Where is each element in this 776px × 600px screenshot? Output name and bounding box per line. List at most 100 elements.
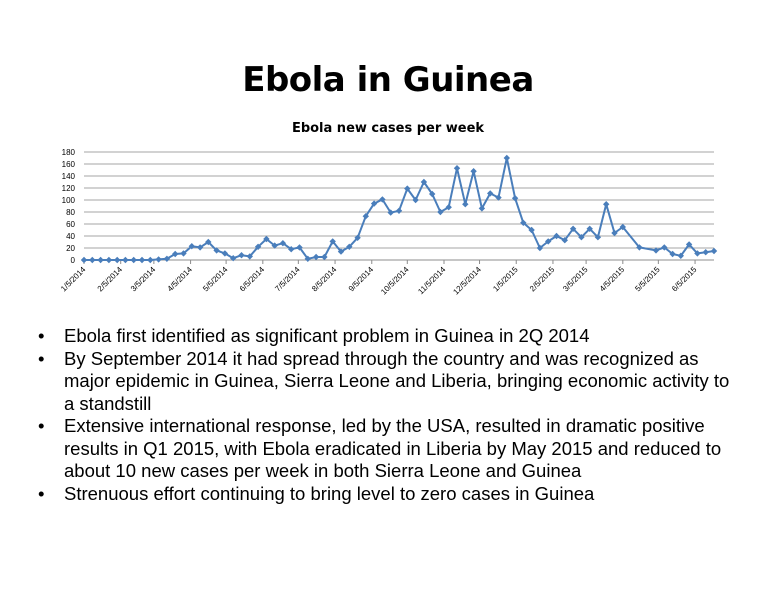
y-tick-label: 180 [62,148,76,157]
data-point [603,201,610,208]
bullet-text: Strenuous effort continuing to bring lev… [64,482,595,504]
x-tick-label: 12/5/2014 [451,265,483,297]
data-point [89,256,96,264]
x-tick-label: 4/5/2015 [598,265,627,294]
data-point [254,243,262,250]
x-tick-label: 6/5/2015 [670,265,699,294]
data-point [188,243,195,250]
data-point [114,256,121,264]
data-point [495,194,502,201]
x-tick-label: 10/5/2014 [379,265,411,297]
y-tick-label: 160 [62,160,76,169]
data-point [445,204,452,211]
data-point [329,238,336,245]
x-tick-label: 4/5/2014 [166,265,195,294]
data-point [702,249,709,256]
data-point [138,256,146,264]
data-point [652,247,660,254]
data-point [130,256,137,264]
data-point [470,168,477,175]
line-chart: 0 20 40 60 80 100 120 140 160 180 1/5/2014 2/5/201… [59,148,718,297]
x-tick-label: 11/5/2014 [416,265,447,296]
bullet-glyph: • [38,347,45,369]
data-point [105,256,113,264]
data-point [230,255,237,262]
data-point [636,244,643,251]
x-tick-label: 3/5/2014 [129,265,158,294]
data-point [346,243,353,250]
data-point [337,248,345,255]
data-point [122,256,129,264]
series-new-cases [80,154,718,264]
bullet-item: • Strenuous effort continuing to bring le… [38,483,738,506]
data-point [395,207,403,214]
data-point [288,246,295,253]
bullet-glyph: • [38,415,45,436]
x-tick-label: 1/5/2015 [491,265,520,294]
slide-title: Ebola in Guinea [242,60,534,100]
data-point [669,250,676,258]
data-point [694,250,701,257]
data-point [404,185,411,192]
data-point [354,234,361,241]
x-tick-label: 8/5/2014 [310,265,339,294]
data-point [453,165,461,172]
data-point [279,240,287,247]
bullet-item: • Extensive international response, led b… [38,415,738,483]
data-point [246,253,253,260]
y-tick-label: 120 [62,184,76,193]
bullet-text: By September 2014 it had spread through … [64,347,730,414]
y-tick-label: 100 [62,196,76,205]
data-point [370,200,378,207]
grid-lines [84,151,714,261]
data-point [321,253,328,261]
x-tick-label: 6/5/2014 [238,265,267,294]
data-point [619,223,626,231]
data-point [511,195,519,202]
x-tick-label: 9/5/2014 [347,265,376,294]
data-point [520,219,527,226]
bullet-text: Extensive international response, led by… [64,415,722,481]
data-point [304,255,311,262]
bullet-text: Ebola first identified as significant pr… [64,325,590,346]
data-point [545,238,552,245]
bullet-glyph: • [38,325,45,346]
data-point [710,247,718,255]
data-point [503,154,510,162]
data-point [677,252,684,259]
data-point [80,256,88,264]
x-tick-label: 5/5/2014 [201,265,230,294]
data-point [487,190,494,197]
data-point [196,244,204,251]
x-axis-ticks: 1/5/2014 2/5/2014 3/5/2014 4/5/2014 5/5/2014… [59,260,699,297]
y-axis-ticks: 0 20 40 60 80 100 120 140 160 180 [62,148,76,265]
data-point [238,252,245,259]
y-tick-label: 40 [66,232,75,241]
data-point [155,256,162,263]
y-tick-label: 0 [71,256,76,265]
chart-title: Ebola new cases per week [291,121,485,136]
data-point [147,256,154,264]
data-point [611,229,618,237]
data-point [163,255,171,262]
y-tick-label: 20 [66,244,75,253]
data-point [221,250,229,257]
data-point [387,209,394,216]
data-point [180,250,187,257]
x-tick-label: 1/5/2014 [59,265,88,294]
x-tick-label: 7/5/2014 [273,265,302,294]
data-point [553,232,560,240]
y-tick-label: 80 [66,208,75,217]
data-point [685,241,693,248]
data-point [205,238,212,246]
bullet-item: • By September 2014 it had spread through… [38,348,738,416]
y-tick-label: 140 [62,172,76,181]
x-tick-label: 3/5/2015 [561,265,590,294]
data-point [586,225,593,232]
x-tick-label: 5/5/2015 [633,265,662,294]
data-point [462,201,469,208]
data-point [312,253,320,261]
data-point [578,234,585,241]
bullet-glyph: • [38,482,45,504]
data-point [97,256,104,264]
